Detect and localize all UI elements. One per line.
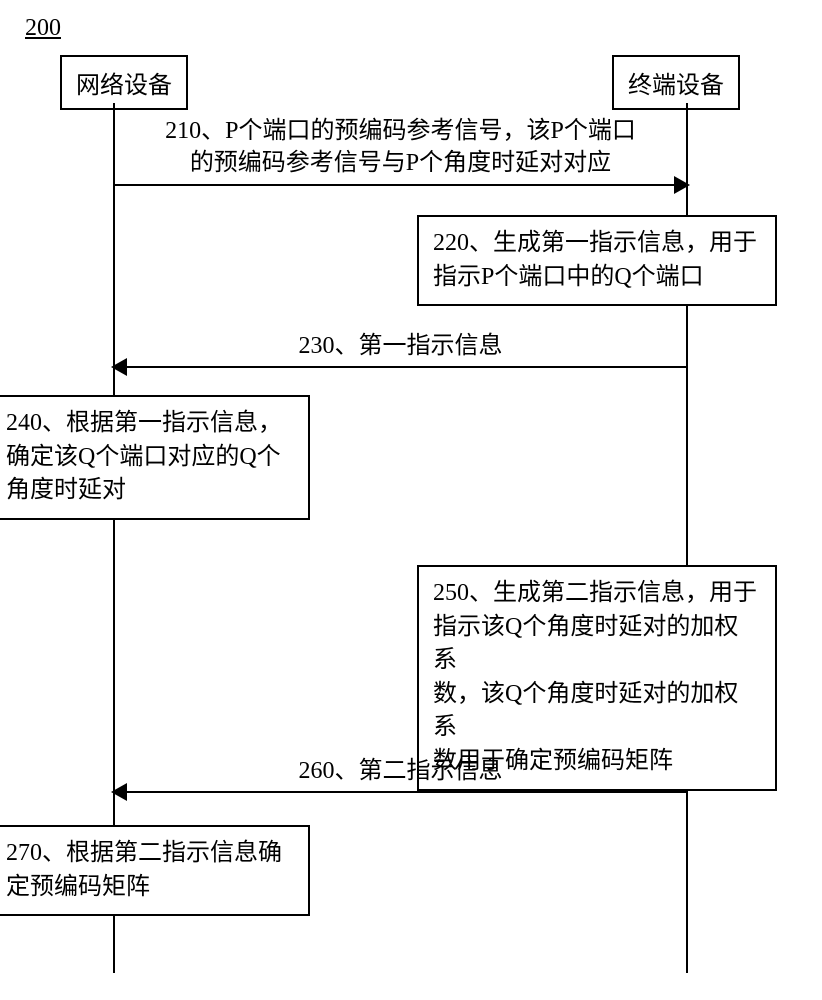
sequence-diagram: 网络设备 终端设备 210、P个端口的预编码参考信号，该P个端口 的预编码参考信… (35, 55, 775, 975)
step-250-line3: 数，该Q个角度时延对的加权系 (433, 678, 761, 745)
step-250-line2: 指示该Q个角度时延对的加权系 (433, 611, 761, 678)
message-210: 210、P个端口的预编码参考信号，该P个端口 的预编码参考信号与P个角度时延对对… (113, 115, 688, 186)
step-270: 270、根据第二指示信息确 定预编码矩阵 (0, 825, 310, 916)
arrow-right-icon (113, 184, 688, 186)
step-240-line2: 确定该Q个端口对应的Q个 (6, 441, 294, 475)
message-210-label: 210、P个端口的预编码参考信号，该P个端口 的预编码参考信号与P个角度时延对对… (113, 115, 688, 184)
step-220-line2: 指示P个端口中的Q个端口 (433, 261, 761, 295)
message-260: 260、第二指示信息 (113, 755, 688, 793)
step-270-line2: 定预编码矩阵 (6, 871, 294, 905)
step-220-line1: 220、生成第一指示信息，用于 (433, 227, 761, 261)
message-260-label: 260、第二指示信息 (113, 755, 688, 791)
message-210-line1: 210、P个端口的预编码参考信号，该P个端口 (123, 115, 678, 147)
step-250-line1: 250、生成第二指示信息，用于 (433, 577, 761, 611)
step-220: 220、生成第一指示信息，用于 指示P个端口中的Q个端口 (417, 215, 777, 306)
step-240-line1: 240、根据第一指示信息， (6, 407, 294, 441)
message-230: 230、第一指示信息 (113, 330, 688, 368)
step-270-line1: 270、根据第二指示信息确 (6, 837, 294, 871)
arrow-left-icon (113, 791, 688, 793)
actor-network-device: 网络设备 (60, 55, 188, 110)
step-240-line3: 角度时延对 (6, 474, 294, 508)
message-210-line2: 的预编码参考信号与P个角度时延对对应 (123, 147, 678, 179)
step-240: 240、根据第一指示信息， 确定该Q个端口对应的Q个 角度时延对 (0, 395, 310, 520)
actor-terminal-device: 终端设备 (612, 55, 740, 110)
arrow-left-icon (113, 366, 688, 368)
message-230-label: 230、第一指示信息 (113, 330, 688, 366)
figure-number: 200 (25, 15, 61, 42)
